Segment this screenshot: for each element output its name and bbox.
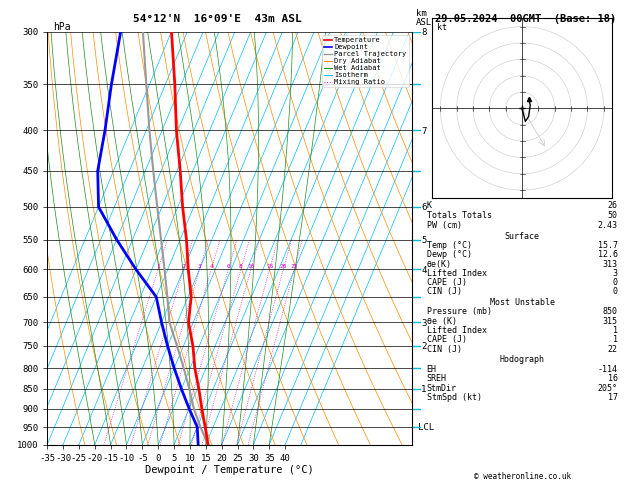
Text: StmDir: StmDir (426, 384, 457, 393)
Text: θe (K): θe (K) (426, 317, 457, 326)
Text: 1: 1 (613, 326, 618, 335)
Text: 20: 20 (279, 264, 287, 269)
Text: 3: 3 (198, 264, 201, 269)
Text: 22: 22 (608, 345, 618, 354)
Text: Lifted Index: Lifted Index (426, 326, 487, 335)
Text: Dewp (°C): Dewp (°C) (426, 250, 472, 260)
Text: 26: 26 (608, 201, 618, 210)
Text: PW (cm): PW (cm) (426, 221, 462, 230)
Text: CIN (J): CIN (J) (426, 287, 462, 296)
Text: Hodograph: Hodograph (499, 355, 545, 364)
Text: CAPE (J): CAPE (J) (426, 335, 467, 344)
Text: 10: 10 (247, 264, 255, 269)
Text: K: K (426, 201, 431, 210)
Text: Lifted Index: Lifted Index (426, 269, 487, 278)
Text: 29.05.2024  00GMT  (Base: 18): 29.05.2024 00GMT (Base: 18) (435, 14, 616, 24)
Text: 4: 4 (209, 264, 213, 269)
Text: CIN (J): CIN (J) (426, 345, 462, 354)
Text: kt: kt (437, 23, 447, 32)
Text: Totals Totals: Totals Totals (426, 211, 492, 220)
Text: Surface: Surface (504, 232, 540, 241)
Text: LCL: LCL (418, 423, 433, 432)
Text: 0: 0 (613, 287, 618, 296)
Text: θe(K): θe(K) (426, 260, 452, 269)
Text: 850: 850 (603, 307, 618, 316)
Text: 3: 3 (613, 269, 618, 278)
Text: -114: -114 (598, 365, 618, 374)
Text: Most Unstable: Most Unstable (489, 298, 555, 307)
Text: Temp (°C): Temp (°C) (426, 241, 472, 250)
Text: 50: 50 (608, 211, 618, 220)
Text: 315: 315 (603, 317, 618, 326)
Text: 1: 1 (156, 264, 160, 269)
Text: 15: 15 (266, 264, 274, 269)
Text: 2.43: 2.43 (598, 221, 618, 230)
Text: 8: 8 (239, 264, 243, 269)
Text: SREH: SREH (426, 374, 447, 383)
Text: 0: 0 (613, 278, 618, 287)
Text: hPa: hPa (53, 22, 71, 32)
Text: Pressure (mb): Pressure (mb) (426, 307, 492, 316)
Text: 313: 313 (603, 260, 618, 269)
Text: 6: 6 (226, 264, 230, 269)
Text: 1: 1 (613, 335, 618, 344)
Legend: Temperature, Dewpoint, Parcel Trajectory, Dry Adiabat, Wet Adiabat, Isotherm, Mi: Temperature, Dewpoint, Parcel Trajectory… (321, 35, 408, 87)
Text: © weatheronline.co.uk: © weatheronline.co.uk (474, 472, 571, 481)
Text: 15.7: 15.7 (598, 241, 618, 250)
Text: 16: 16 (608, 374, 618, 383)
Text: 2: 2 (182, 264, 186, 269)
Text: StmSpd (kt): StmSpd (kt) (426, 393, 482, 402)
Text: 12.6: 12.6 (598, 250, 618, 260)
Text: 25: 25 (291, 264, 298, 269)
Text: EH: EH (426, 365, 437, 374)
Text: km
ASL: km ASL (416, 9, 431, 27)
Text: 17: 17 (608, 393, 618, 402)
X-axis label: Dewpoint / Temperature (°C): Dewpoint / Temperature (°C) (145, 466, 314, 475)
Text: CAPE (J): CAPE (J) (426, 278, 467, 287)
Text: 205°: 205° (598, 384, 618, 393)
Text: 54°12'N  16°09'E  43m ASL: 54°12'N 16°09'E 43m ASL (133, 14, 301, 24)
